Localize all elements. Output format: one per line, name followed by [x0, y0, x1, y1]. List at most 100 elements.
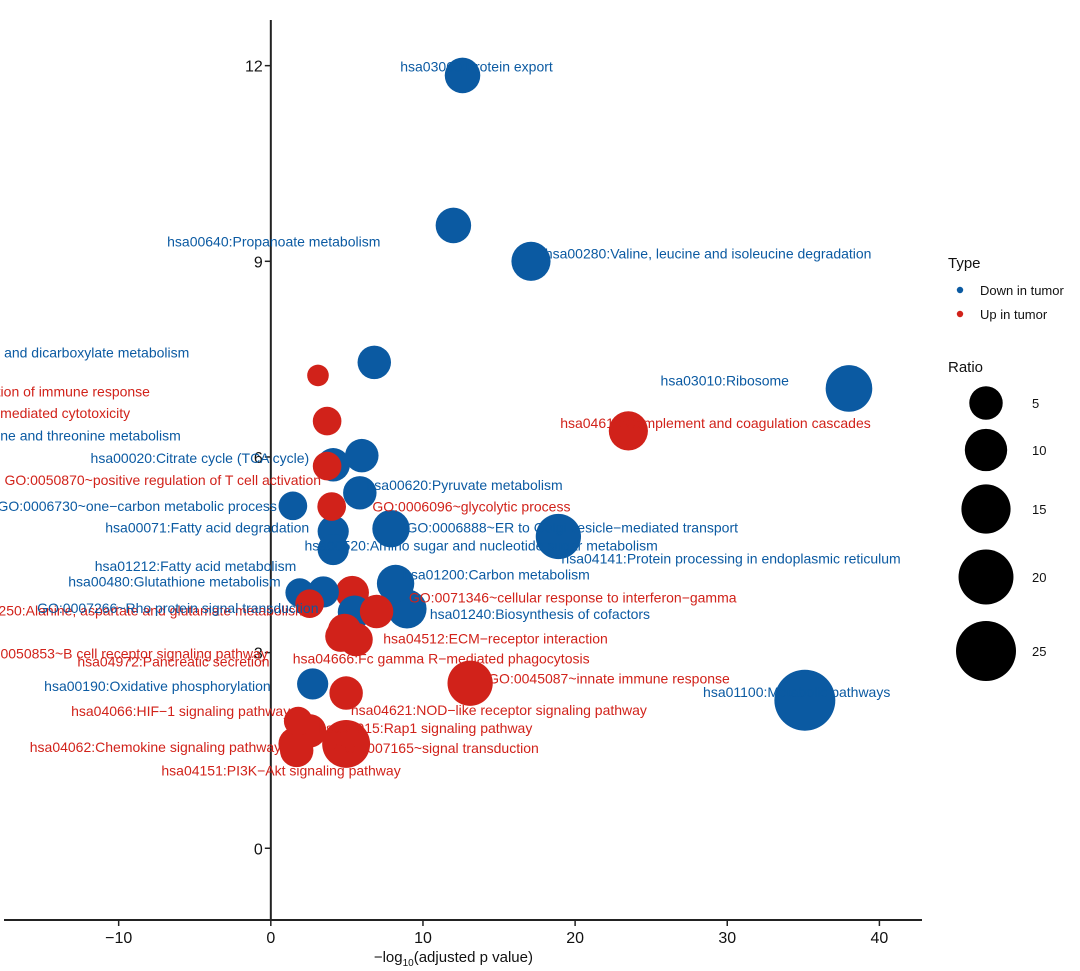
data-point [317, 533, 349, 566]
point-label: GO:0007266~Rho protein signal transducti… [37, 600, 318, 616]
point-label: GO:0001916~positive regulation of T cell… [0, 405, 130, 421]
point-label: GO:0071346~cellular response to interfer… [409, 590, 737, 606]
point-label: hsa04666:Fc gamma R−mediated phagocytosi… [293, 651, 590, 667]
labels-layer: hsa03060:Protein export hsa00640:Propanoa… [0, 58, 901, 778]
legend-size-label: 10 [1032, 443, 1046, 458]
data-point [535, 513, 582, 560]
x-axis-title: −log10(adjusted p value) [374, 949, 533, 969]
data-point [444, 57, 481, 94]
point-label: hsa00280:Valine, leucine and isoleucine … [545, 245, 872, 261]
legend-type-key [956, 310, 964, 318]
point-label: hsa01240:Biosynthesis of cofactors [430, 606, 650, 622]
point-label: hsa04610:Complement and coagulation casc… [560, 415, 871, 431]
legend-size-key [961, 484, 1011, 534]
point-label: hsa04015:Rap1 signaling pathway [318, 720, 532, 736]
legend-type-label: Down in tumor [980, 283, 1064, 298]
data-point [329, 676, 363, 710]
legend-type-title: Type [948, 255, 981, 272]
point-label: hsa00260:Glycine, serine and threonine m… [0, 428, 181, 444]
axes: −10 0 10 20 30 40 0 3 6 9 12 −log10(adjusted p va… [4, 20, 922, 969]
data-point [307, 364, 329, 387]
x-tick-label: 20 [566, 930, 584, 947]
legend-size-entries: 5 10 15 20 25 [956, 386, 1046, 681]
point-label: hsa04066:HIF−1 signaling pathway [71, 703, 290, 719]
x-tick-label: 0 [266, 930, 275, 947]
data-point [317, 492, 346, 521]
data-point [325, 620, 357, 652]
legend-size-label: 5 [1032, 396, 1039, 411]
y-tick-label: 12 [245, 59, 263, 76]
point-label: hsa01100:Metabolic pathways [703, 684, 890, 700]
x-tick-label: 10 [414, 930, 432, 947]
point-label: hsa00630:Glyoxylate and dicarboxylate me… [0, 344, 189, 360]
data-point [297, 668, 329, 700]
legend-type-key [956, 286, 964, 294]
point-label: hsa00620:Pyruvate metabolism [367, 477, 563, 493]
legend-size-label: 15 [1032, 502, 1046, 517]
x-tick-label: −10 [105, 930, 132, 947]
legend-type-label: Up in tumor [980, 307, 1048, 322]
legend-size-key [969, 386, 1003, 420]
legend-size-label: 25 [1032, 644, 1046, 659]
point-label: hsa00020:Citrate cycle (TCA cycle) [91, 450, 310, 466]
point-label: hsa00250:Alanine, aspartate and glutamat… [0, 603, 307, 619]
data-point [376, 564, 415, 603]
x-tick-label: 40 [871, 930, 889, 947]
point-label: GO:0007165~signal transduction [334, 740, 539, 756]
legend-size-key [956, 621, 1016, 681]
data-point [511, 241, 551, 281]
data-point [343, 476, 377, 510]
data-point [283, 706, 313, 736]
point-label: GO:0050778~positive regulation of immune… [0, 383, 150, 399]
point-label: GO:0006888~ER to Golgi vesicle−mediated … [406, 520, 738, 536]
y-tick-label: 0 [254, 841, 263, 858]
data-point [774, 669, 836, 731]
points-layer [278, 57, 873, 768]
data-point [435, 207, 472, 244]
data-point [278, 491, 308, 521]
data-point [295, 589, 324, 619]
data-point [447, 660, 493, 706]
data-point [357, 345, 392, 380]
data-point [345, 438, 379, 473]
point-label: hsa04621:NOD−like receptor signaling pat… [351, 702, 647, 718]
point-label: GO:0050870~positive regulation of T cell… [4, 472, 321, 488]
legend: Type Down in tumor Up in tumor Ratio 5 10 1… [948, 255, 1064, 681]
point-label: hsa04972:Pancreatic secretion [77, 653, 269, 669]
point-label: hsa04512:ECM−receptor interaction [383, 631, 608, 647]
point-label: hsa01212:Fatty acid metabolism [95, 558, 297, 574]
point-label: hsa00640:Propanoate metabolism [167, 233, 380, 249]
y-tick-label: 9 [254, 254, 263, 271]
x-axis-title-subscript: 10 [403, 958, 415, 969]
point-label: hsa00520:Amino sugar and nucleotide suga… [304, 538, 657, 554]
data-point [312, 451, 342, 481]
data-point [279, 733, 314, 768]
point-label: hsa03060:Protein export [400, 58, 553, 74]
y-tick-label: 6 [254, 450, 263, 467]
x-axis-title-suffix: (adjusted p value) [414, 949, 533, 966]
point-label: hsa01200:Carbon metabolism [403, 566, 590, 582]
data-point [372, 509, 410, 548]
point-label: hsa04062:Chemokine signaling pathway [30, 739, 281, 755]
point-label: GO:0006096~glycolytic process [372, 499, 570, 515]
legend-type-entries: Down in tumor Up in tumor [956, 283, 1064, 322]
point-label: GO:0045087~innate immune response [488, 670, 730, 686]
legend-size-label: 20 [1032, 570, 1046, 585]
y-ticks: 0 3 6 9 12 [245, 59, 271, 858]
point-label: hsa03010:Ribosome [661, 372, 790, 388]
y-tick-label: 3 [254, 646, 263, 663]
data-point [312, 406, 342, 436]
legend-size-key [964, 428, 1008, 472]
point-label: hsa00480:Glutathione metabolism [68, 574, 280, 590]
point-label: GO:0050853~B cell receptor signaling pat… [0, 645, 268, 661]
point-label: hsa04141:Protein processing in endoplasm… [561, 551, 900, 567]
point-label: GO:0006730~one−carbon metabolic process [0, 498, 277, 514]
data-point [608, 411, 648, 451]
data-point [359, 594, 394, 629]
data-point [322, 719, 371, 768]
x-ticks: −10 0 10 20 30 40 [105, 920, 888, 947]
point-label: hsa00071:Fatty acid degradation [105, 519, 309, 535]
x-tick-label: 30 [718, 930, 736, 947]
legend-size-title: Ratio [948, 359, 983, 376]
